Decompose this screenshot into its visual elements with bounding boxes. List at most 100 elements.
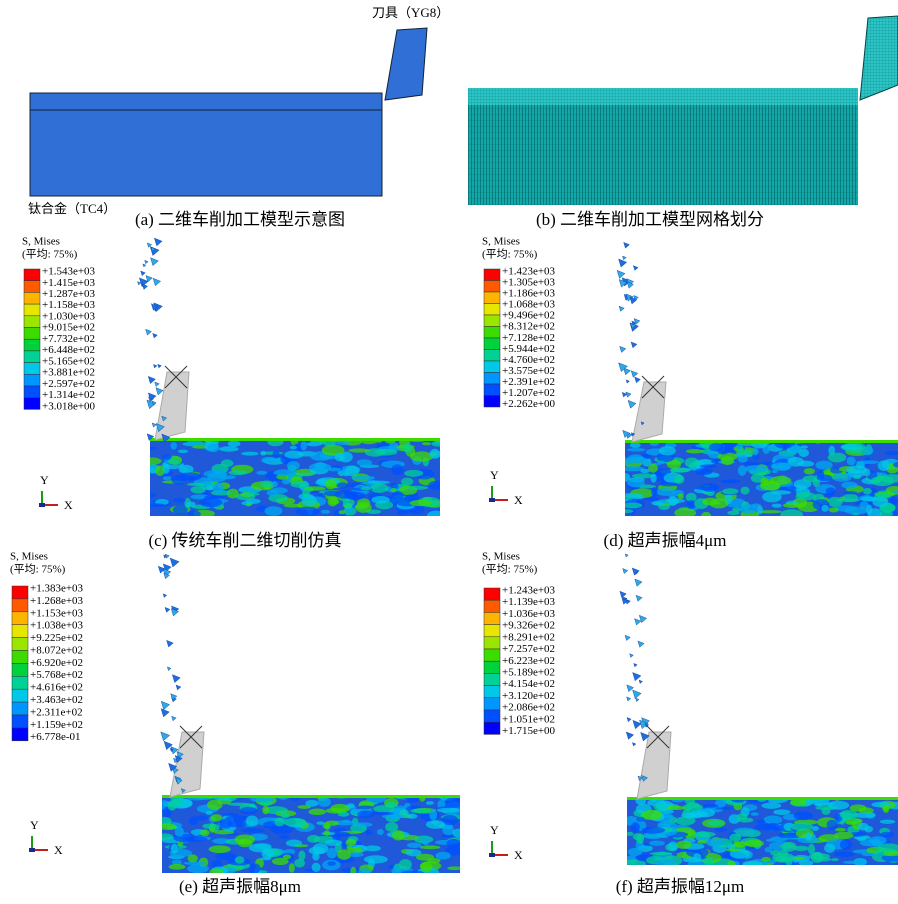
stress-blob bbox=[866, 505, 872, 515]
legend-swatch bbox=[484, 625, 500, 637]
stress-blob bbox=[686, 449, 703, 453]
axis-origin bbox=[489, 498, 495, 502]
stress-blob bbox=[790, 446, 798, 454]
stress-blob bbox=[336, 441, 350, 445]
stress-blob bbox=[321, 510, 330, 514]
stress-blob bbox=[284, 450, 303, 458]
stress-blob bbox=[144, 447, 157, 450]
stress-blob bbox=[407, 843, 422, 848]
stress-blob bbox=[367, 481, 391, 485]
chip bbox=[155, 382, 160, 387]
legend-value: +1.383e+03 bbox=[30, 583, 84, 595]
stress-blob bbox=[824, 844, 835, 853]
legend-swatch bbox=[12, 625, 28, 638]
stress-blob bbox=[805, 832, 812, 840]
workpiece-label: 钛合金（TC4） bbox=[28, 201, 116, 216]
chip bbox=[141, 271, 146, 276]
stress-blob bbox=[780, 509, 803, 520]
legend-value: +2.311e+02 bbox=[30, 706, 83, 718]
legend-swatch bbox=[24, 304, 40, 316]
stress-blob bbox=[215, 853, 238, 860]
chip bbox=[624, 242, 630, 248]
chip bbox=[156, 388, 163, 395]
stress-blob bbox=[847, 457, 856, 466]
chip bbox=[176, 685, 181, 690]
legend-value: +1.139e+03 bbox=[502, 596, 556, 608]
legend-swatch bbox=[484, 588, 500, 600]
stress-blob bbox=[238, 839, 253, 848]
stress-blob bbox=[350, 852, 364, 857]
legend-swatch bbox=[12, 612, 28, 625]
stress-blob bbox=[821, 505, 829, 512]
stress-blob bbox=[260, 451, 266, 456]
caption: (d) 超声振幅4μm bbox=[604, 531, 727, 550]
chip bbox=[167, 667, 171, 671]
stress-blob bbox=[169, 864, 186, 870]
legend-swatch bbox=[24, 386, 40, 398]
axis-label: X bbox=[64, 498, 73, 512]
stress-blob bbox=[327, 861, 335, 865]
legend-value: +1.158e+03 bbox=[42, 299, 96, 311]
legend-swatch bbox=[12, 715, 28, 728]
stress-blob bbox=[657, 461, 665, 465]
stress-blob bbox=[228, 440, 241, 446]
stress-blob bbox=[706, 838, 723, 847]
legend-value: +1.030e+03 bbox=[42, 310, 96, 322]
legend-swatch bbox=[24, 351, 40, 363]
legend-value: +3.881e+02 bbox=[42, 367, 95, 379]
stress-blob bbox=[272, 450, 279, 458]
axis-label: X bbox=[54, 843, 63, 857]
stress-blob bbox=[844, 506, 868, 514]
stress-blob bbox=[622, 503, 642, 509]
legend-value: +1.287e+03 bbox=[42, 288, 96, 300]
stress-blob bbox=[626, 832, 634, 836]
chip bbox=[163, 594, 167, 598]
stress-blob bbox=[296, 507, 320, 517]
chip bbox=[165, 554, 169, 558]
stress-blob bbox=[709, 443, 723, 451]
stress-blob bbox=[683, 858, 703, 862]
stress-blob bbox=[674, 475, 685, 484]
stress-blob bbox=[219, 446, 239, 451]
stress-blob bbox=[700, 464, 717, 468]
tool-mesh bbox=[860, 16, 898, 100]
stress-blob bbox=[343, 472, 349, 476]
stress-blob bbox=[678, 493, 684, 499]
legend-swatch bbox=[484, 698, 500, 710]
stress-blob bbox=[738, 818, 754, 823]
chip bbox=[152, 423, 156, 427]
chip bbox=[636, 698, 639, 701]
stress-blob bbox=[846, 821, 858, 824]
stress-blob bbox=[173, 498, 186, 503]
axis-origin bbox=[489, 853, 495, 857]
chip bbox=[635, 579, 642, 586]
legend-swatch bbox=[484, 722, 500, 734]
stress-blob bbox=[840, 810, 858, 820]
chip bbox=[158, 364, 162, 368]
stress-blob bbox=[207, 800, 223, 810]
chip bbox=[631, 342, 637, 348]
stress-blob bbox=[644, 497, 660, 501]
stress-blob bbox=[262, 848, 274, 858]
chip bbox=[172, 716, 177, 721]
stress-blob bbox=[834, 832, 854, 839]
legend-value: +9.326e+02 bbox=[502, 620, 555, 632]
chip bbox=[635, 377, 641, 383]
stress-blob bbox=[744, 840, 763, 848]
legend-swatch bbox=[484, 600, 500, 612]
legend-value: +8.072e+02 bbox=[30, 644, 83, 656]
stress-blob bbox=[729, 834, 741, 842]
stress-blob bbox=[840, 839, 852, 850]
stress-blob bbox=[420, 845, 441, 849]
stress-blob bbox=[757, 506, 763, 515]
stress-blob bbox=[772, 504, 782, 508]
chip bbox=[626, 380, 629, 383]
stress-blob bbox=[354, 822, 373, 827]
stress-blob bbox=[241, 828, 264, 833]
stress-blob bbox=[799, 860, 814, 866]
legend-swatch bbox=[12, 676, 28, 689]
legend-value: +2.086e+02 bbox=[502, 702, 555, 714]
stress-blob bbox=[325, 479, 336, 489]
stress-blob bbox=[200, 829, 209, 836]
stress-blob bbox=[272, 481, 278, 487]
